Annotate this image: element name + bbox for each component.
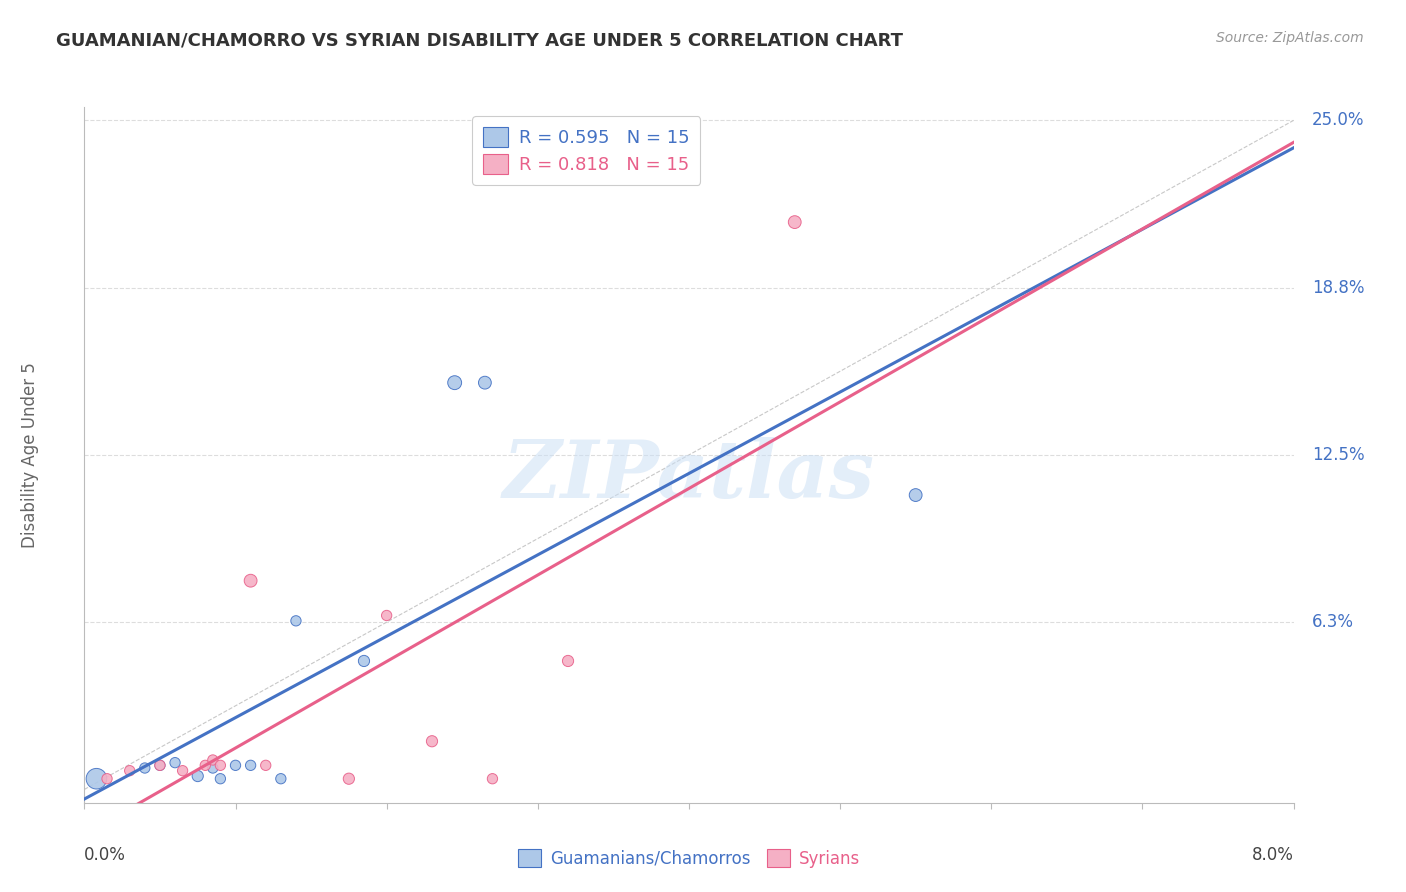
Point xyxy=(149,758,172,772)
Point xyxy=(96,772,118,786)
Point xyxy=(225,758,247,772)
Text: 6.3%: 6.3% xyxy=(1312,613,1354,632)
Text: ZIPatlas: ZIPatlas xyxy=(503,437,875,515)
Point xyxy=(149,758,172,772)
Text: Source: ZipAtlas.com: Source: ZipAtlas.com xyxy=(1216,31,1364,45)
Text: 0.0%: 0.0% xyxy=(84,846,127,863)
Point xyxy=(557,654,579,668)
Text: 12.5%: 12.5% xyxy=(1312,446,1364,464)
Point xyxy=(118,764,141,778)
Point xyxy=(201,753,224,767)
Text: GUAMANIAN/CHAMORRO VS SYRIAN DISABILITY AGE UNDER 5 CORRELATION CHART: GUAMANIAN/CHAMORRO VS SYRIAN DISABILITY … xyxy=(56,31,903,49)
Point xyxy=(209,772,232,786)
Point xyxy=(353,654,375,668)
Legend: Guamanians/Chamorros, Syrians: Guamanians/Chamorros, Syrians xyxy=(512,842,866,874)
Text: 18.8%: 18.8% xyxy=(1312,278,1364,297)
Point xyxy=(270,772,292,786)
Point xyxy=(783,215,806,229)
Point xyxy=(134,761,156,775)
Point xyxy=(337,772,360,786)
Point xyxy=(254,758,277,772)
Point xyxy=(172,764,194,778)
Point xyxy=(284,614,308,628)
Point xyxy=(443,376,465,390)
Point xyxy=(420,734,443,748)
Text: 8.0%: 8.0% xyxy=(1251,846,1294,863)
Point xyxy=(474,376,496,390)
Point xyxy=(86,772,108,786)
Point xyxy=(187,769,209,783)
Point xyxy=(194,758,217,772)
Point xyxy=(481,772,503,786)
Point xyxy=(209,758,232,772)
Text: 25.0%: 25.0% xyxy=(1312,112,1364,129)
Point xyxy=(239,574,262,588)
Point xyxy=(375,608,398,623)
Point xyxy=(201,761,224,775)
Text: Disability Age Under 5: Disability Age Under 5 xyxy=(21,362,39,548)
Point xyxy=(165,756,187,770)
Point xyxy=(904,488,927,502)
Point xyxy=(239,758,262,772)
